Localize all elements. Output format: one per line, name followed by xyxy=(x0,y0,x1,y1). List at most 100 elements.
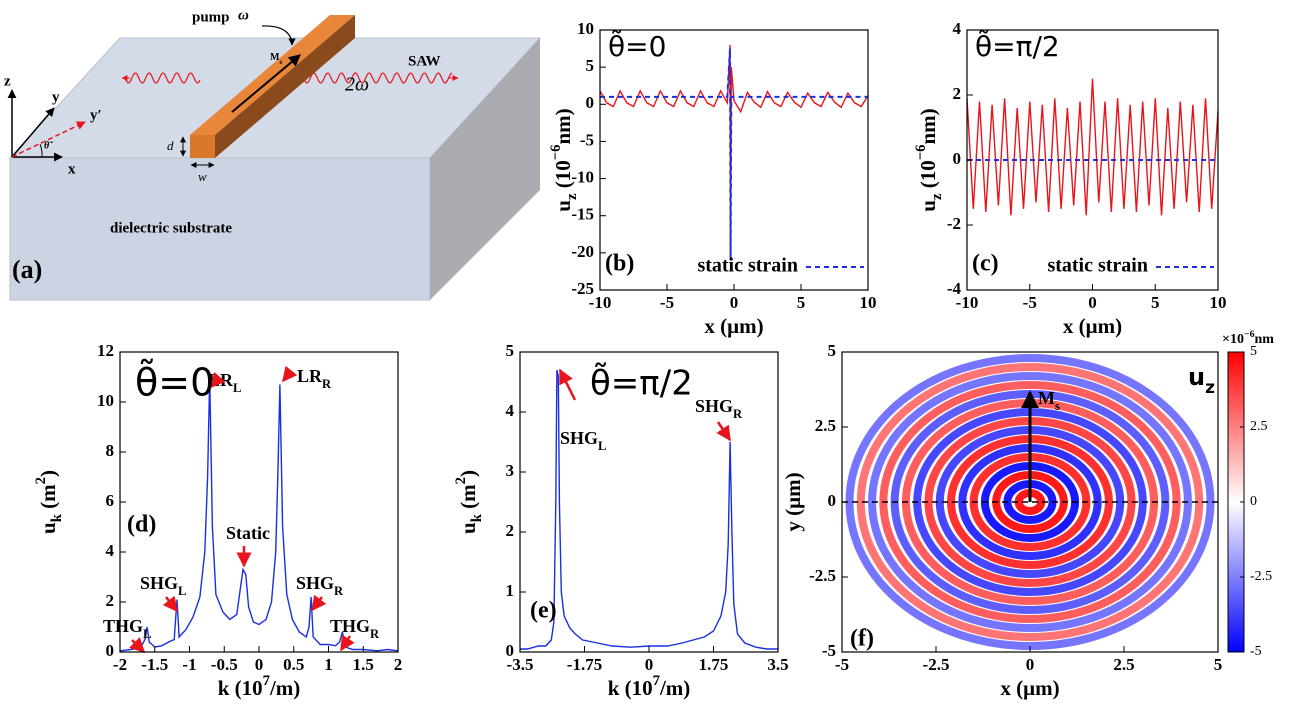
x-tick-label: -1.5 xyxy=(141,655,168,674)
colorbar-tick-label: 2.5 xyxy=(1250,419,1268,434)
two-omega-label: 2ω xyxy=(345,74,369,96)
y-axis-label-part: u xyxy=(36,522,60,534)
annotation: Static xyxy=(226,523,270,543)
y-axis-label-part: u xyxy=(916,200,940,212)
ms-arrow xyxy=(231,54,301,113)
annotation-arrow xyxy=(558,368,577,401)
y-axis-label: uk (m2) xyxy=(33,470,65,534)
annotation-part: Static xyxy=(226,523,270,543)
panel-label: (a) xyxy=(12,255,42,284)
theta-label: θ̃ xyxy=(44,140,54,151)
x-tick-label: 10 xyxy=(860,293,877,312)
x-tick-label: 10 xyxy=(1210,293,1227,312)
chart-title-part: z xyxy=(1205,377,1215,397)
x-tick-label: 0 xyxy=(730,293,739,312)
colorbar-tick-label: 5 xyxy=(1250,344,1257,359)
y-tick-label: 5 xyxy=(828,341,837,360)
beam-side xyxy=(215,15,355,158)
y-tick-label: 12 xyxy=(97,341,114,360)
y-tick-label: -2.5 xyxy=(809,566,836,585)
series-line xyxy=(966,78,1219,216)
annotation-part: THG xyxy=(330,616,370,636)
x-axis-label-part: 7 xyxy=(263,673,270,689)
annotation-part: SHG xyxy=(296,573,334,593)
series-line xyxy=(520,369,778,650)
y-axis-label-part: −6 xyxy=(548,144,564,160)
annotation-part: L xyxy=(143,627,151,641)
annotation: THGR xyxy=(330,616,380,641)
annotation-part: R xyxy=(322,377,332,391)
y-axis-label-part: k xyxy=(469,513,485,522)
y-tick-label: 5 xyxy=(586,56,595,75)
y-tick-label: 0 xyxy=(953,149,962,168)
x-axis-label: x (μm) xyxy=(1000,676,1059,700)
panel-label: (c) xyxy=(972,251,999,277)
substrate-side xyxy=(430,38,540,300)
y-tick-label: 0 xyxy=(828,491,837,510)
x-axis-label-part: 7 xyxy=(653,673,660,689)
y-axis-label-part: u xyxy=(456,522,480,534)
colorbar-label-part: nm xyxy=(1254,332,1274,347)
colorbar-label: ×10−6nm xyxy=(1222,329,1274,347)
y-tick-label: 6 xyxy=(106,491,115,510)
ms-label: Ms xyxy=(270,52,282,65)
x-tick-label: 0 xyxy=(1026,655,1035,674)
y-tick-label: 0 xyxy=(506,641,515,660)
annotation: SHGL xyxy=(560,428,606,453)
y-tick-label: 4 xyxy=(953,19,962,38)
x-axis-label: x (μm) xyxy=(1063,314,1122,338)
y-axis-label-part: ) xyxy=(456,470,480,477)
annotation-arrow xyxy=(210,371,226,389)
y-tick-label: 1 xyxy=(506,581,515,600)
x-tick-label: -10 xyxy=(956,293,979,312)
legend-label: static strain xyxy=(1047,255,1148,277)
x-label: x xyxy=(68,161,76,177)
x-tick-label: -5 xyxy=(1023,293,1037,312)
x-axis-label-part: k (10 xyxy=(218,676,263,700)
ms-label-part: s xyxy=(1055,399,1060,413)
z-label: z xyxy=(4,73,11,89)
beam-front xyxy=(190,135,215,158)
x-tick-label: -5 xyxy=(660,293,674,312)
y-axis-label: uz (10−6nm) xyxy=(548,108,580,211)
x-tick-label: -1.75 xyxy=(567,655,602,674)
x-tick-label: -2.5 xyxy=(923,655,950,674)
y-axis-label-part: (10 xyxy=(916,160,940,193)
y-axis-label-part: 2 xyxy=(33,477,49,484)
y-axis-label-part: u xyxy=(551,200,575,212)
colorbar-label-part: −6 xyxy=(1244,329,1255,340)
x-tick-label: -2 xyxy=(113,655,127,674)
annotation-arrow xyxy=(282,365,298,383)
y-tick-label: 10 xyxy=(577,19,594,38)
y-tick-label: 4 xyxy=(506,401,515,420)
beam-top xyxy=(190,15,355,135)
x-tick-label: -10 xyxy=(589,293,612,312)
annotation: LRR xyxy=(297,366,332,391)
panel: static strain -10 -5 0 5 10 -4 -2 0 2 4 x (μm) uz (1… xyxy=(913,19,1226,338)
saw-label: SAW xyxy=(408,53,441,69)
annotation-part: THG xyxy=(103,616,143,636)
annotation-arrow xyxy=(311,594,327,612)
series-line xyxy=(599,44,869,261)
annotation-part: L xyxy=(598,439,606,453)
annotation-part: SHG xyxy=(140,573,178,593)
x-tick-label: -0.5 xyxy=(211,655,238,674)
annotation-arrow xyxy=(339,634,355,652)
x-axis-label: k (107/m) xyxy=(218,673,301,699)
y-label: y xyxy=(52,89,60,105)
x-tick-label: 5 xyxy=(797,293,806,312)
pump-arrow xyxy=(261,25,296,46)
omega-label: ω xyxy=(238,7,249,23)
x-tick-label: 2.5 xyxy=(1113,655,1134,674)
y-prime-axis xyxy=(11,121,86,158)
panel: Ms-5-2.502.55×10−6nm-5 -2.5 0 2.5 5-5-2.502.… xyxy=(781,329,1274,700)
schematic: pump ω Ms SAW 2ω z y y′ θ̃ x d w dielect… xyxy=(4,7,542,301)
y-tick-label: -5 xyxy=(822,641,836,660)
x-axis-label: k (107/m) xyxy=(608,673,691,699)
annotation-part: R xyxy=(733,407,743,421)
y-tick-label: -5 xyxy=(580,130,594,149)
x-tick-label: -3.5 xyxy=(507,655,534,674)
x-tick-label: -5 xyxy=(835,655,849,674)
annotation-arrow xyxy=(129,637,146,654)
